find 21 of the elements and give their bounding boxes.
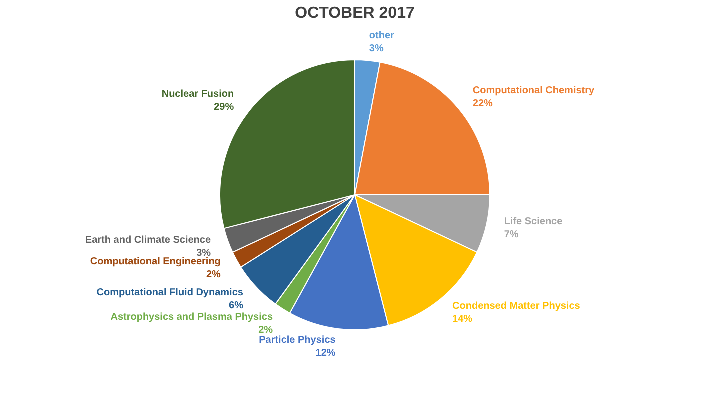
slice-label: Nuclear Fusion — [162, 89, 234, 100]
slice-label: Life Science — [504, 216, 564, 228]
slice-label: Computational Fluid Dynamics — [96, 288, 244, 299]
data-label: 3% — [369, 44, 384, 55]
data-label: 6% — [229, 300, 244, 312]
data-label: 22% — [472, 98, 494, 110]
slice-label: other — [369, 30, 395, 42]
data-label: 29% — [214, 102, 234, 114]
slice-label: Computational Chemistry — [472, 85, 596, 96]
slice-label: Earth and Climate Science — [85, 234, 212, 246]
slice-label: Astrophysics and Plasma Physics — [110, 312, 274, 324]
chart-title: OCTOBER 2017 — [295, 5, 415, 22]
slice-label: Computational Engineering — [90, 256, 221, 268]
data-label: 2% — [258, 325, 274, 336]
slice-label: Condensed Matter Physics — [452, 300, 581, 312]
data-label: 7% — [504, 229, 519, 240]
data-label: 14% — [452, 314, 473, 325]
data-label: 2% — [206, 270, 222, 281]
data-label: 12% — [316, 348, 336, 359]
slice-label: Particle Physics — [259, 334, 336, 346]
data-label: 3% — [196, 248, 212, 259]
